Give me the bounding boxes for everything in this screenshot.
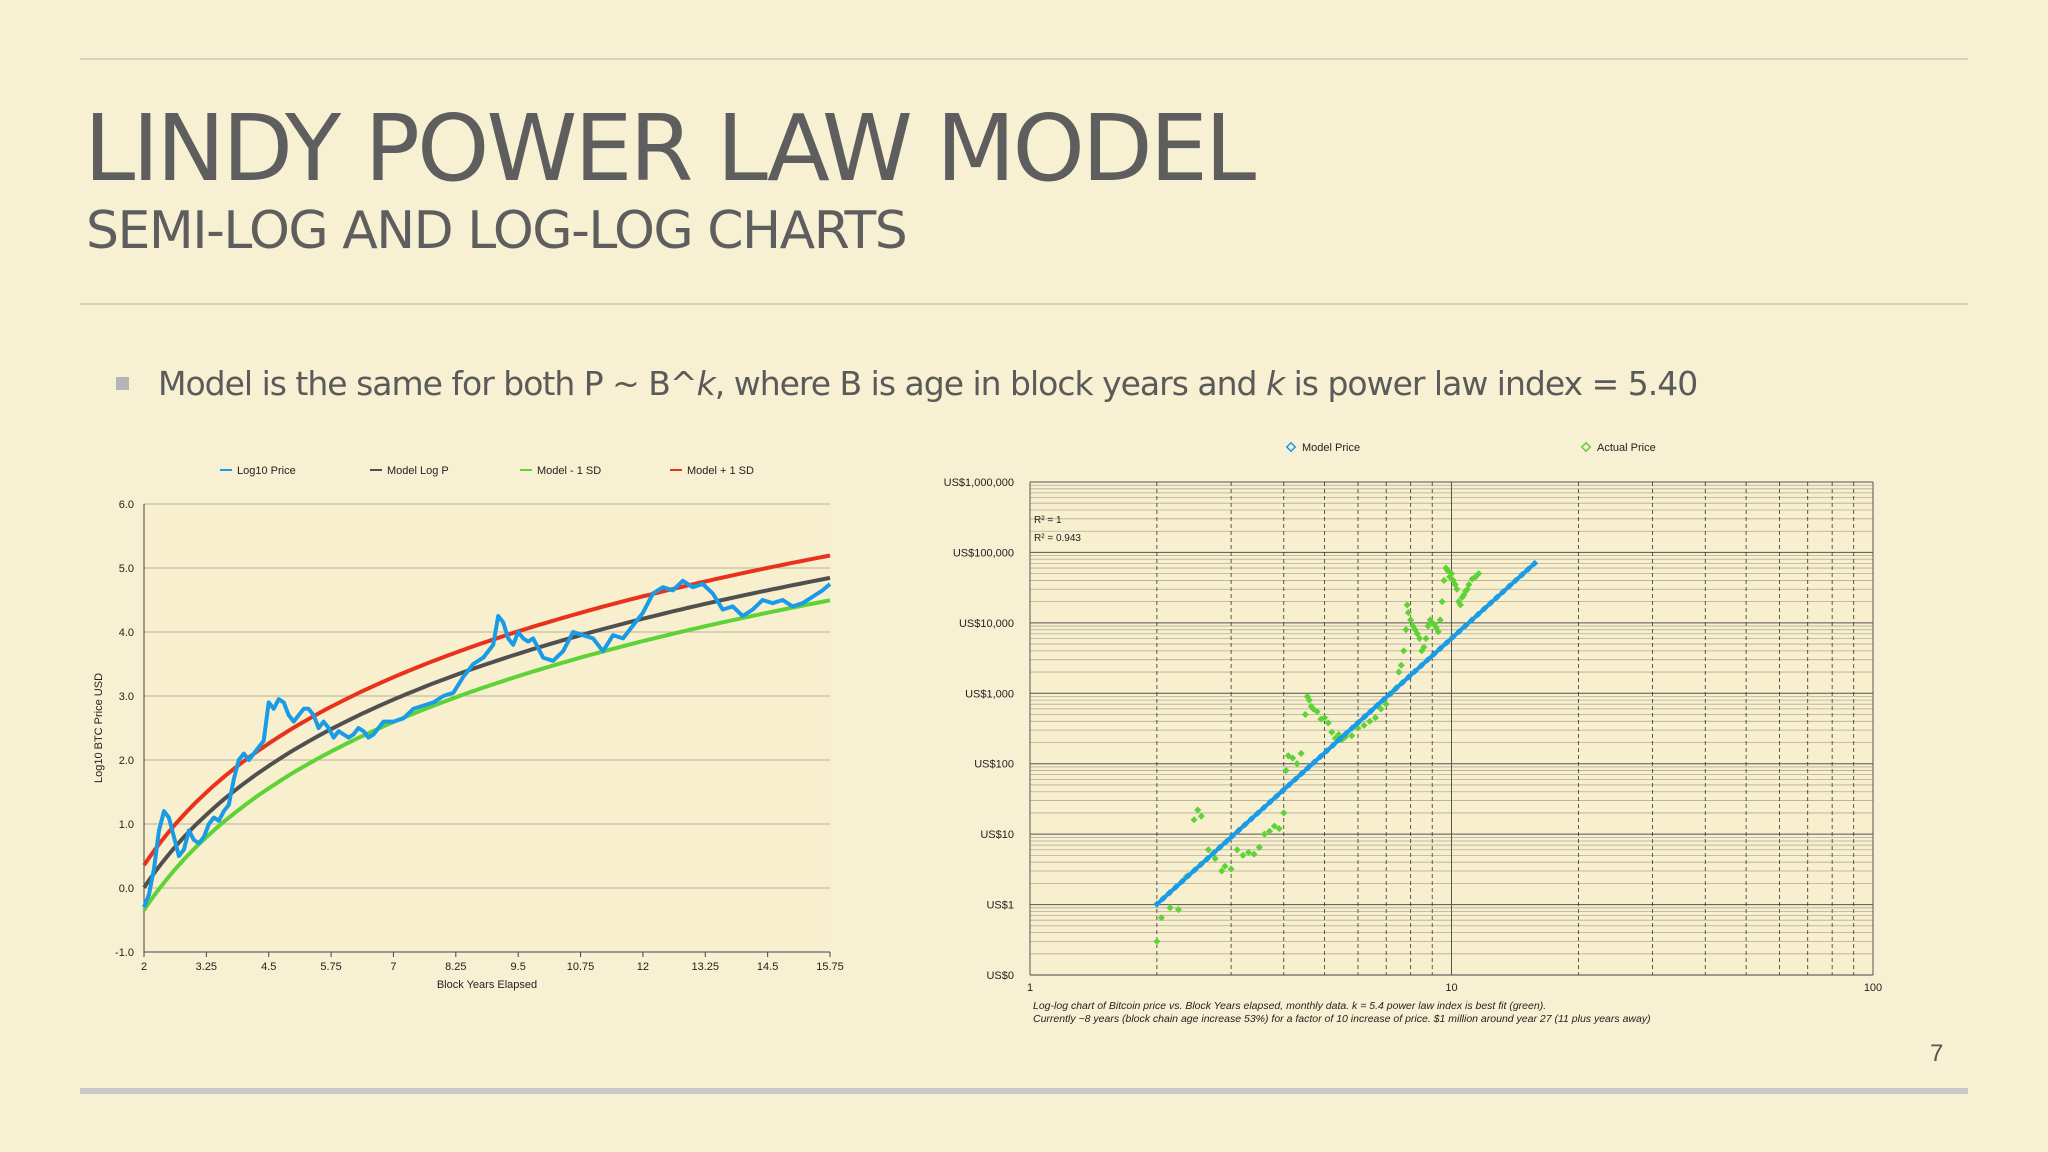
data-point-actual-price [1402,626,1410,634]
slide-subtitle: SEMI-LOG AND LOG-LOG CHARTS [86,201,908,261]
y-tick-label: -1.0 [115,947,134,959]
r-squared-model: R² = 1 [1034,515,1062,526]
data-point-actual-price [1260,830,1269,838]
x-tick-label: 8.25 [445,961,466,973]
y-tick-label: US$100 [974,759,1014,771]
data-point-actual-price [1403,601,1411,609]
data-point-actual-price [1366,717,1374,725]
y-axis-label: Log10 BTC Price USD [93,673,105,783]
legend-label-model-1-sd: Model - 1 SD [537,465,601,477]
top-rule [80,58,1968,60]
data-point-actual-price [1282,767,1290,775]
y-tick-label: US$1,000 [965,688,1014,700]
y-tick-label: US$10 [980,829,1014,841]
y-tick-label: 0.0 [119,883,134,895]
legend-label-log10-price: Log10 Price [237,465,296,477]
x-tick-label: 4.5 [261,961,276,973]
log-log-chart: US$1,000,000 US$100,000 US$10,000 US$1,000 U… [944,441,1882,1025]
series-line-log10-price [142,578,832,908]
bullet-text-part: Model is the same for both P ~ B^ [158,364,698,403]
x-tick-label: 9.5 [511,961,526,973]
data-point-actual-price [1204,846,1212,854]
y-tick-label: 6.0 [119,499,134,511]
x-tick-label: 1 [1027,982,1033,994]
chart-caption-line: Log-log chart of Bitcoin price vs. Block… [1033,1000,1546,1012]
data-point-actual-price [1218,867,1226,875]
x-axis-label: Block Years Elapsed [437,979,537,991]
y-tick-label: US$10,000 [959,618,1014,630]
data-point-actual-price [1255,843,1263,851]
x-tick-label: 15.75 [816,961,844,973]
bullet-text: Model is the same for both P ~ B^k, wher… [158,364,1699,403]
y-tick-label: 4.0 [119,627,134,639]
x-tick-label: 14.5 [757,961,778,973]
data-point-actual-price [1190,816,1198,824]
y-tick-label: US$1,000,000 [944,477,1014,489]
x-tick-label: 100 [1864,982,1882,994]
y-tick-label: US$1 [986,900,1014,912]
y-tick-label: 3.0 [119,691,134,703]
y-tick-label: 2.0 [119,755,134,767]
data-point-actual-price [1233,846,1241,854]
data-point-actual-price [1371,714,1379,722]
chart-caption-line: Currently ~8 years (block chain age incr… [1033,1013,1651,1025]
x-tick-label: 10 [1445,982,1457,994]
semi-log-chart: 6.0 5.0 4.0 3.0 2.0 1.0 0.0 -1.0 2 3.25 4.5 5.75 7 8.… [93,465,844,991]
data-point-actual-price [1239,851,1247,859]
y-tick-label: US$100,000 [953,547,1014,559]
series-line-model-1-sd [142,598,831,912]
y-tick-label: 1.0 [119,819,134,831]
plot-area [144,504,830,952]
x-tick-label: 10.75 [567,961,595,973]
slide-title: LINDY POWER LAW MODEL [84,95,1256,202]
data-point-actual-price [1301,710,1309,719]
r-squared-actual: R² = 0.943 [1034,533,1081,544]
data-point-actual-price [1377,705,1385,713]
legend-label-actual-price: Actual Price [1597,442,1656,454]
legend-label-model-price: Model Price [1302,442,1360,454]
page-number: 7 [1930,1040,1944,1067]
bullet-text-part: , where B is age in block years and [714,364,1266,403]
header-rule [80,303,1968,305]
bottom-rule [80,1088,1968,1094]
y-tick-label: 5.0 [119,563,134,575]
legend-swatch [1285,441,1297,453]
data-point-actual-price [1227,865,1235,873]
x-tick-label: 5.75 [320,961,341,973]
data-point-actual-price [1395,668,1403,676]
data-point-actual-price [1436,616,1444,624]
x-tick-label: 13.25 [692,961,720,973]
legend-label-model-1-sd: Model + 1 SD [687,465,754,477]
legend-label-model-log-p: Model Log P [387,465,449,477]
x-tick-label: 3.25 [196,961,217,973]
bullet-text-italic: k [696,364,716,403]
data-point-actual-price [1211,855,1219,863]
series-line-model-price [1155,561,1536,906]
bullet-text-part: is power law index = 5.40 [1284,364,1699,403]
x-tick-label: 7 [390,961,396,973]
x-tick-label: 2 [141,961,147,973]
data-point-actual-price [1360,721,1368,729]
data-point-actual-price [1250,850,1258,858]
bullet-marker [116,377,129,390]
data-point-actual-price [1275,825,1283,833]
bullet-text-italic: k [1265,364,1285,403]
data-point-actual-price [1157,914,1165,922]
legend-swatch [1580,441,1592,453]
x-tick-label: 12 [637,961,649,973]
y-tick-label: US$0 [986,970,1014,982]
data-point-actual-price [1382,700,1390,708]
